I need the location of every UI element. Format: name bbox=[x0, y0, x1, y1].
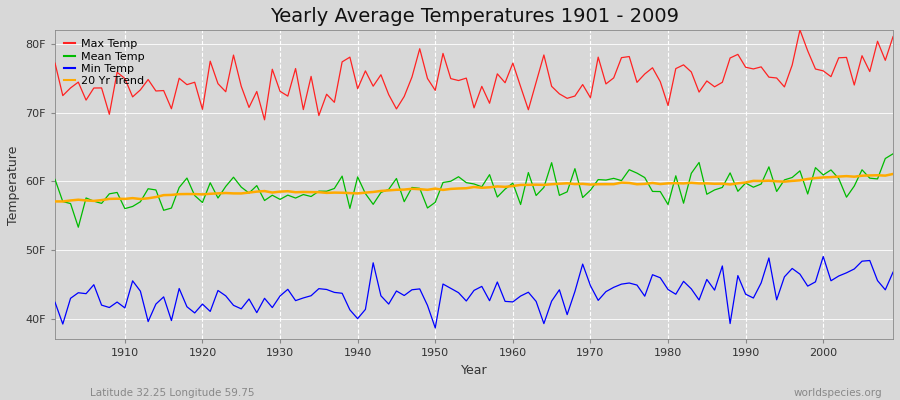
Text: Latitude 32.25 Longitude 59.75: Latitude 32.25 Longitude 59.75 bbox=[90, 388, 255, 398]
Y-axis label: Temperature: Temperature bbox=[7, 145, 20, 224]
Legend: Max Temp, Mean Temp, Min Temp, 20 Yr Trend: Max Temp, Mean Temp, Min Temp, 20 Yr Tre… bbox=[60, 36, 148, 90]
X-axis label: Year: Year bbox=[461, 364, 488, 377]
Text: worldspecies.org: worldspecies.org bbox=[794, 388, 882, 398]
Title: Yearly Average Temperatures 1901 - 2009: Yearly Average Temperatures 1901 - 2009 bbox=[269, 7, 679, 26]
